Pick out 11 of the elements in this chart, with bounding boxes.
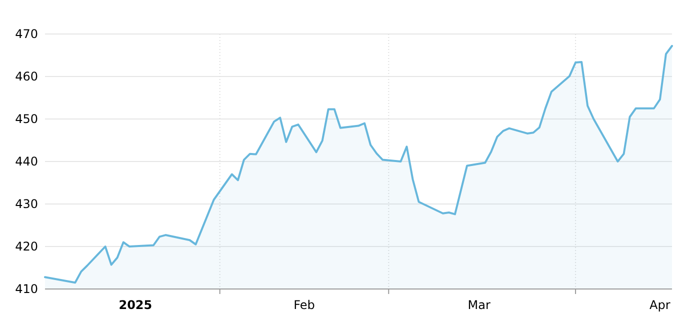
y-tick-label: 450: [15, 112, 38, 126]
x-tick-label: Mar: [468, 298, 490, 312]
x-tick-label: Feb: [294, 298, 315, 312]
y-tick-label: 470: [15, 27, 38, 42]
x-tick-label: 2025: [118, 298, 152, 312]
y-tick-label: 430: [15, 197, 38, 212]
y-tick-label: 420: [15, 240, 38, 254]
y-tick-label: 410: [15, 282, 38, 296]
x-tick-label: Apr: [650, 298, 670, 312]
y-tick-label: 460: [15, 70, 38, 84]
y-tick-label: 440: [15, 154, 38, 169]
